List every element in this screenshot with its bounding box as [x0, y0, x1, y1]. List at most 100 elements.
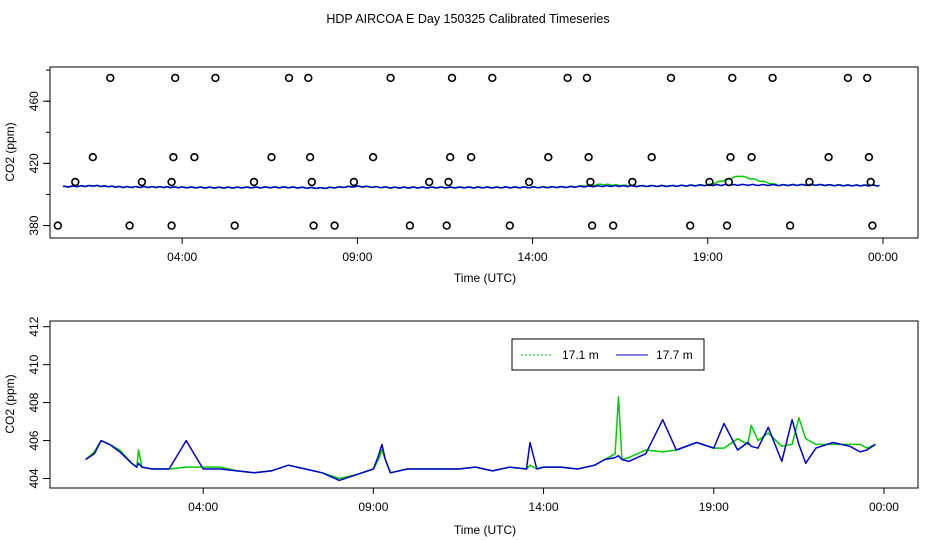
legend-box — [511, 338, 705, 371]
top-y-tick-label: 420 — [27, 153, 41, 173]
bottom-x-tick-label: 14:00 — [529, 500, 559, 514]
top-plot-frame — [49, 66, 919, 239]
calibration-point — [125, 221, 134, 230]
calibration-point — [608, 221, 618, 230]
calibration-point — [106, 73, 115, 83]
bottom-series-17-1-m — [85, 396, 876, 480]
bottom-series — [85, 396, 876, 482]
bottom-x-tick-label: 19:00 — [699, 500, 729, 514]
top-y-axis-label: CO2 (ppm) — [3, 122, 17, 181]
calibration-point — [446, 153, 455, 162]
calibration-point — [167, 177, 176, 187]
calibration-point — [647, 153, 656, 162]
legend-label-17-7m: 17.7 m — [656, 348, 693, 362]
top-series-17-1-m — [62, 175, 880, 190]
calibration-point — [505, 221, 514, 230]
calibration-point — [728, 73, 737, 83]
calibration-point — [488, 73, 497, 83]
calibration-point — [230, 221, 239, 230]
calibration-point — [866, 177, 875, 187]
top-x-tick-label: 04:00 — [167, 250, 197, 264]
calibration-point — [137, 177, 147, 187]
bottom-y-tick-label: 408 — [27, 392, 41, 412]
calibration-point — [368, 153, 378, 162]
calibration-point — [824, 153, 833, 162]
bottom-series-17-7-m — [85, 418, 876, 482]
bottom-axes: 04:00 09:00 14:00 19:00 00:00 404 406 408 410 412 — [27, 316, 899, 514]
calibration-point — [584, 153, 593, 162]
calibration-point — [524, 177, 534, 187]
calibration-point — [582, 73, 592, 83]
bottom-plot-frame — [49, 320, 919, 489]
calibration-point — [442, 221, 451, 230]
calibration-point — [249, 177, 259, 187]
calibration-point — [747, 153, 756, 162]
calibration-point — [190, 153, 199, 162]
bottom-x-tick-label: 00:00 — [869, 500, 899, 514]
calibration-point — [666, 73, 676, 83]
calibration-point — [386, 73, 395, 83]
calibration-point — [309, 221, 318, 230]
calibration-point — [88, 153, 98, 162]
top-x-tick-label: 14:00 — [518, 250, 548, 264]
calibration-point — [868, 221, 877, 230]
calibration-point — [544, 153, 553, 162]
bottom-x-tick-label: 04:00 — [188, 500, 218, 514]
calibration-point — [305, 153, 315, 162]
bottom-x-axis-label: Time (UTC) — [454, 523, 516, 537]
bottom-y-tick-label: 406 — [27, 430, 41, 450]
calibration-point — [722, 221, 732, 230]
calibration-point — [267, 153, 276, 162]
calibration-point — [785, 221, 795, 230]
calibration-point — [349, 177, 359, 187]
calibration-point — [330, 221, 339, 230]
bottom-y-axis-label: CO2 (ppm) — [3, 374, 17, 433]
top-y-tick-label: 460 — [27, 91, 41, 111]
chart-title: HDP AIRCOA E Day 150325 Calibrated Times… — [326, 12, 609, 26]
calibration-point — [307, 177, 316, 187]
top-axes: 04:00 09:00 14:00 19:00 00:00 380 420 460 — [27, 69, 898, 264]
calibration-point — [425, 177, 434, 187]
calibration-point — [843, 73, 853, 83]
top-panel: 04:00 09:00 14:00 19:00 00:00 380 420 460 Time … — [3, 66, 919, 285]
calibration-point — [685, 221, 695, 230]
calibration-point — [444, 177, 453, 187]
top-x-tick-label: 00:00 — [868, 250, 898, 264]
calibration-point — [447, 73, 457, 83]
calibration-point — [284, 73, 294, 83]
bottom-panel: 04:00 09:00 14:00 19:00 00:00 404 406 408 410 412… — [3, 316, 919, 537]
calibration-point — [768, 73, 777, 83]
top-calibration-points — [53, 73, 877, 230]
top-x-tick-label: 19:00 — [693, 250, 723, 264]
calibration-point — [586, 177, 595, 187]
calibration-point — [724, 177, 733, 187]
calibration-point — [169, 153, 178, 162]
top-series-17-7-m — [62, 183, 880, 190]
bottom-y-tick-label: 404 — [27, 468, 41, 488]
calibration-point — [805, 177, 814, 187]
calibration-point — [864, 153, 874, 162]
calibration-point — [71, 177, 80, 187]
calibration-point — [467, 153, 476, 162]
calibration-point — [862, 73, 872, 83]
calibration-point — [405, 221, 415, 230]
calibration-point — [167, 221, 176, 230]
calibration-point — [53, 221, 62, 230]
legend: 17.1 m 17.7 m — [511, 338, 705, 371]
bottom-y-tick-label: 412 — [27, 316, 41, 336]
top-series — [62, 175, 880, 190]
calibration-point — [211, 73, 220, 83]
calibration-point — [304, 73, 313, 83]
calibration-point — [587, 221, 597, 230]
top-x-axis-label: Time (UTC) — [454, 271, 516, 285]
legend-label-17-1m: 17.1 m — [562, 348, 599, 362]
calibration-point — [726, 153, 735, 162]
top-x-tick-label: 09:00 — [342, 250, 372, 264]
calibration-point — [171, 73, 180, 83]
calibration-point — [628, 177, 637, 187]
calibration-point — [705, 177, 714, 187]
top-y-tick-label: 380 — [27, 215, 41, 235]
bottom-y-tick-label: 410 — [27, 354, 41, 374]
calibration-point — [563, 73, 572, 83]
